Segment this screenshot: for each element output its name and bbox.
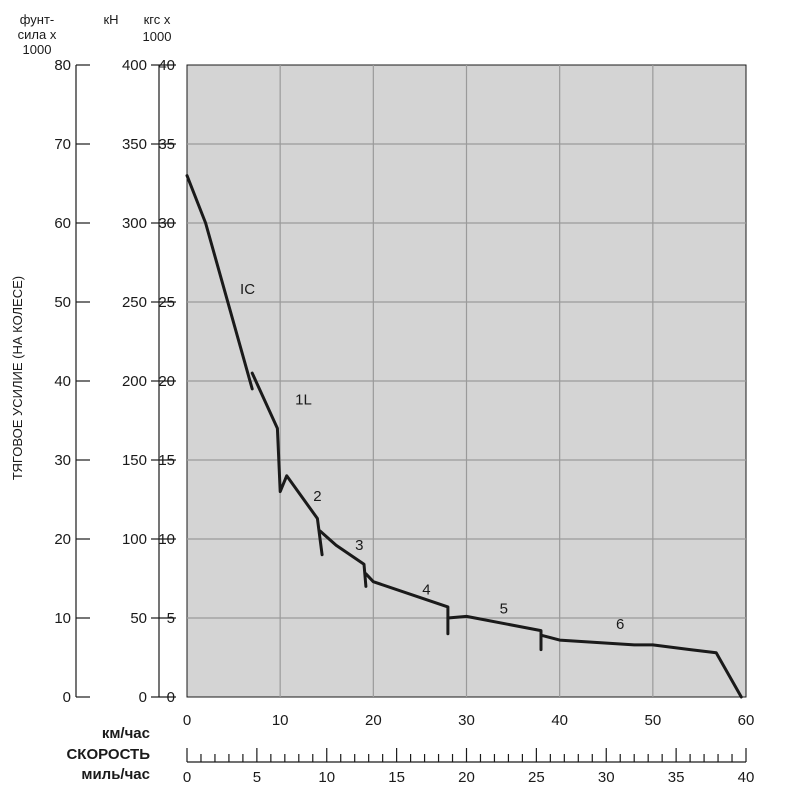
gear-label-5: 5	[500, 600, 508, 617]
kmh-tick-label: 60	[738, 712, 755, 729]
kmh-tick-label: 20	[365, 712, 382, 729]
gear-label-6: 6	[616, 616, 624, 633]
grid	[187, 65, 746, 697]
lbf-tick-label: 60	[54, 215, 71, 232]
kmh-unit-label: км/час	[102, 725, 150, 742]
curve-segment-1l	[250, 371, 324, 557]
lbf-tick-label: 0	[63, 689, 71, 706]
axes	[75, 64, 747, 763]
kn-tick-label: 400	[122, 57, 147, 74]
kmh-tick-label: 40	[551, 712, 568, 729]
y-axis-title: ТЯГОВОЕ УСИЛИЕ (НА КОЛЕСЕ)	[10, 276, 25, 480]
mph-tick-label: 0	[183, 769, 191, 786]
gear-label-ic: IC	[240, 281, 255, 298]
gear-label-3: 3	[355, 537, 363, 554]
curve-segment-4	[446, 614, 543, 652]
kn-tick-label: 150	[122, 452, 147, 469]
kmh-tick-label: 10	[272, 712, 289, 729]
lbf-tick-label: 30	[54, 452, 71, 469]
lbf-unit-label: 1000	[23, 42, 52, 57]
kn-tick-label: 100	[122, 531, 147, 548]
kgf-tick-label: 15	[158, 452, 175, 469]
mph-tick-label: 15	[388, 769, 405, 786]
curve-segment-ic	[185, 174, 254, 391]
kgf-tick-label: 0	[167, 689, 175, 706]
kn-tick-label: 0	[139, 689, 147, 706]
kn-tick-label: 250	[122, 294, 147, 311]
mph-tick-label: 25	[528, 769, 545, 786]
mph-tick-label: 10	[318, 769, 335, 786]
lbf-tick-label: 40	[54, 373, 71, 390]
x-axis-title: СКОРОСТЬ	[66, 746, 150, 763]
mph-tick-label: 20	[458, 769, 475, 786]
mph-tick-label: 30	[598, 769, 615, 786]
lbf-tick-label: 80	[54, 57, 71, 74]
lbf-tick-label: 20	[54, 531, 71, 548]
kgf-tick-label: 20	[158, 373, 175, 390]
kgf-tick-label: 5	[167, 610, 175, 627]
curve-segment-2	[318, 529, 368, 588]
kmh-tick-label: 0	[183, 712, 191, 729]
lbf-unit-label: фунт-	[20, 12, 55, 27]
kgf-unit-label: 1000	[143, 29, 172, 44]
mph-tick-label: 40	[738, 769, 755, 786]
gear-label-1l: 1L	[295, 392, 312, 409]
kn-tick-label: 200	[122, 373, 147, 390]
curve-segment-5	[540, 633, 743, 699]
kn-tick-label: 300	[122, 215, 147, 232]
kn-tick-label: 350	[122, 136, 147, 153]
kgf-unit-label: кгс x	[144, 12, 171, 27]
mph-tick-label: 35	[668, 769, 685, 786]
mph-unit-label: миль/час	[81, 766, 150, 783]
curve-segment-3	[364, 572, 450, 636]
kgf-tick-label: 40	[158, 57, 175, 74]
kgf-tick-label: 35	[158, 136, 175, 153]
lbf-tick-label: 50	[54, 294, 71, 311]
kn-tick-label: 50	[130, 610, 147, 627]
mph-tick-label: 5	[253, 769, 261, 786]
kgf-tick-label: 25	[158, 294, 175, 311]
kgf-tick-label: 10	[158, 531, 175, 548]
kmh-tick-label: 50	[644, 712, 661, 729]
kgf-tick-label: 30	[158, 215, 175, 232]
lbf-tick-label: 10	[54, 610, 71, 627]
gear-label-4: 4	[422, 581, 430, 598]
tractive-curve	[185, 174, 743, 699]
kmh-tick-label: 30	[458, 712, 475, 729]
lbf-unit-label: сила x	[18, 27, 57, 42]
lbf-tick-label: 70	[54, 136, 71, 153]
gear-label-2: 2	[313, 488, 321, 505]
kn-unit-label: кН	[103, 12, 118, 27]
